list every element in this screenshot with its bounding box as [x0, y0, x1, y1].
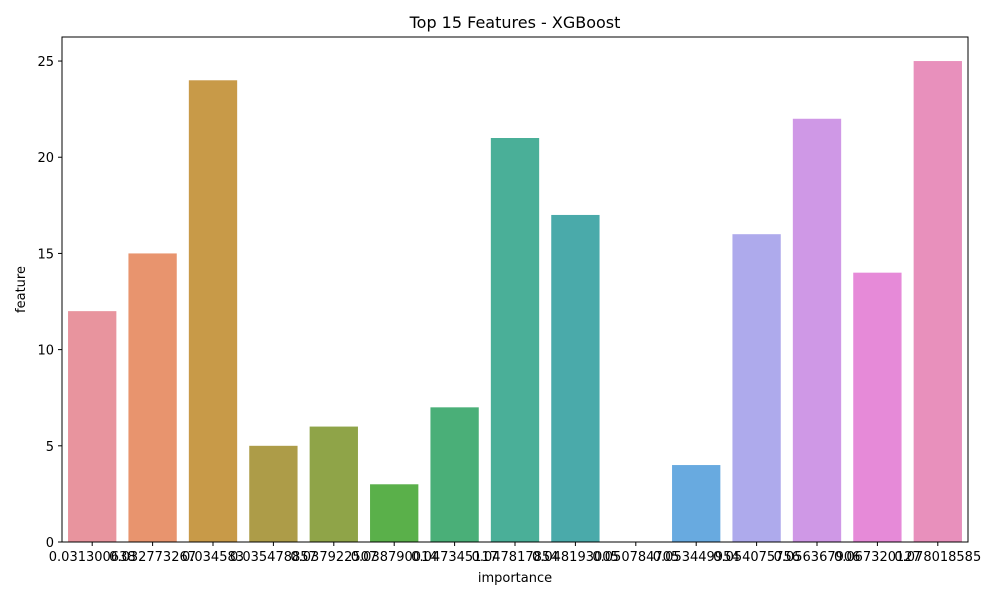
- bar-1: [68, 311, 117, 542]
- chart-title: Top 15 Features - XGBoost: [409, 13, 621, 32]
- bar-7: [430, 407, 479, 542]
- x-tick-label-3: 0.034583: [182, 550, 244, 565]
- bar-4: [249, 445, 298, 542]
- x-tick-label-10: 0.050784705: [592, 550, 679, 565]
- bar-9: [551, 214, 600, 542]
- bar-2: [128, 253, 177, 542]
- x-tick-label-11: 0.053449954: [653, 550, 740, 565]
- x-tick-label-9: 0.048193005: [532, 550, 619, 565]
- x-tick-label-2: 0.032773267: [109, 550, 196, 565]
- bar-8: [490, 138, 540, 542]
- x-tick-label-12: 0.054075756: [713, 550, 800, 565]
- x-tick-label-8: 0.047817854: [472, 550, 559, 565]
- bar-12: [732, 234, 781, 542]
- x-tick-label-13: 0.056367906: [774, 550, 861, 565]
- x-tick-label-14: 0.067320127: [834, 550, 921, 565]
- x-tick-label-15: 0.078018585: [894, 550, 981, 565]
- bar-13: [792, 118, 842, 542]
- bars-group: [68, 61, 962, 543]
- y-axis-label: feature: [14, 266, 29, 313]
- x-axis: 0.0313006380.0327732670.0345830.03547885…: [49, 542, 981, 565]
- bar-5: [309, 426, 358, 542]
- x-tick-label-6: 0.038790014: [351, 550, 438, 565]
- y-tick-label-25: 25: [37, 55, 54, 70]
- bar-15: [913, 61, 962, 543]
- y-axis: 0 5 10 15 20 25: [37, 55, 62, 551]
- plot-frame: [61, 36, 969, 543]
- x-tick-label-5: 0.037922507: [290, 550, 377, 565]
- y-tick-label-0: 0: [46, 536, 54, 551]
- x-tick-label-7: 0.047345117: [411, 550, 498, 565]
- y-tick-label-15: 15: [37, 247, 54, 262]
- bar-3: [188, 80, 238, 543]
- x-tick-label-1: 0.031300638: [49, 550, 136, 565]
- y-tick-label-20: 20: [37, 151, 54, 166]
- bar-6: [370, 484, 419, 542]
- y-tick-label-5: 5: [46, 440, 54, 455]
- x-axis-label: importance: [478, 571, 552, 586]
- bar-11: [672, 465, 721, 542]
- x-tick-label-4: 0.035478857: [230, 550, 317, 565]
- y-tick-label-10: 10: [37, 344, 54, 359]
- bar-14: [853, 272, 902, 542]
